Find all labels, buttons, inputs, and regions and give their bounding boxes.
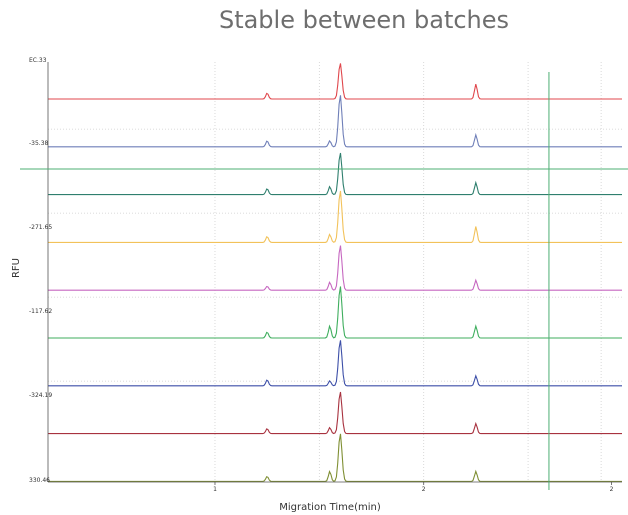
y-tick-label: EC.33 — [29, 57, 47, 64]
y-axis-label: RFU — [11, 258, 22, 278]
series-line-6 — [48, 286, 622, 339]
x-axis-label: Migration Time(min) — [279, 502, 381, 513]
series-layer — [48, 63, 622, 482]
series-line-9 — [48, 433, 622, 482]
y-tick-label: -117.62 — [29, 308, 52, 315]
series-line-5 — [48, 245, 622, 291]
y-tick-label: -324.19 — [29, 392, 52, 399]
series-line-3 — [48, 152, 622, 196]
chart-title: Stable between batches — [218, 6, 510, 34]
x-tick-label: 1 — [213, 486, 217, 493]
series-line-1 — [48, 63, 622, 100]
x-tick-label: 2 — [610, 486, 614, 493]
cursor-layer[interactable] — [20, 72, 628, 490]
series-line-2 — [48, 95, 622, 148]
y-tick-label: -271.65 — [29, 224, 52, 231]
grid-layer — [48, 62, 622, 482]
series-line-8 — [48, 391, 622, 435]
x-tick-label: 2 — [422, 486, 426, 493]
series-line-4 — [48, 190, 622, 243]
axis-layer: 1 2 2 EC.33 -35.38 -271.65 -117.62 -324.19 330.4… — [29, 57, 622, 493]
series-line-7 — [48, 340, 622, 387]
y-tick-label: -35.38 — [29, 140, 49, 147]
y-tick-label: 330.46 — [29, 477, 50, 484]
